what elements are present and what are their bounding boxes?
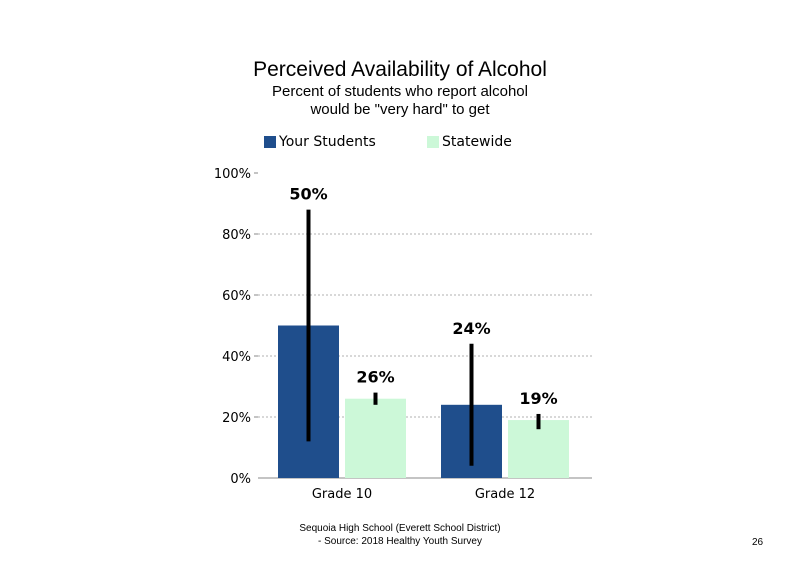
y-tick-label: 0% [230,472,251,487]
page-number: 26 [752,537,764,548]
chart-subtitle-line-2: would be "very hard" to get [310,101,490,118]
y-tick-label: 80% [222,228,251,243]
footer-school: Sequoia High School (Everett School Dist… [299,523,501,534]
legend-swatch-statewide [427,136,439,148]
legend-label-statewide: Statewide [442,134,512,150]
data-label: 24% [452,319,490,338]
chart-subtitle-line-1: Percent of students who report alcohol [272,83,528,100]
y-tick-label: 40% [222,350,251,365]
y-tick-label: 60% [222,289,251,304]
legend-item-your-students: Your Students [264,134,376,150]
legend-item-statewide: Statewide [427,134,512,150]
data-label: 50% [289,185,327,204]
x-tick-label: Grade 12 [475,487,535,502]
chart-title: Perceived Availability of Alcohol [253,58,547,81]
footer-source: - Source: 2018 Healthy Youth Survey [318,536,482,547]
data-label: 26% [356,368,394,387]
bar [345,398,406,478]
x-tick-label: Grade 10 [312,487,372,502]
legend-swatch-your-students [264,136,276,148]
legend-label-your-students: Your Students [279,134,376,150]
y-tick-label: 20% [222,411,251,426]
bar [508,420,569,478]
y-tick-label: 100% [214,167,251,182]
data-label: 19% [519,389,557,408]
